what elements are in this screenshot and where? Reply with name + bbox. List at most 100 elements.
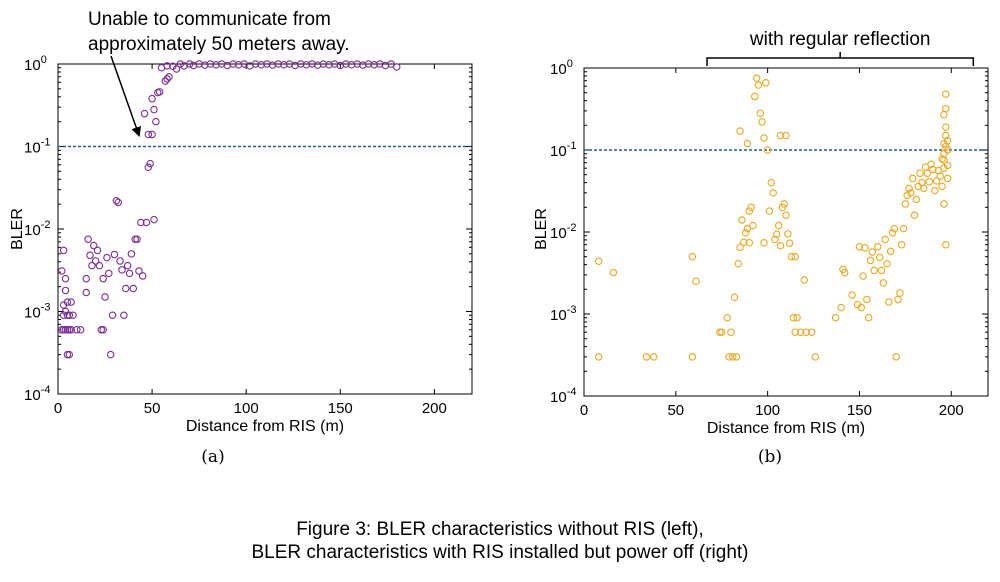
y-tick-label: 100 <box>24 54 47 74</box>
data-point <box>201 61 209 69</box>
data-point <box>65 311 74 320</box>
data-point <box>234 60 243 69</box>
annotation-text: with regular reflection <box>749 29 931 50</box>
data-point <box>740 238 748 246</box>
data-point <box>105 269 113 278</box>
data-point <box>940 156 948 164</box>
data-point <box>942 240 950 249</box>
data-point <box>642 353 651 361</box>
data-point <box>692 277 700 286</box>
data-point <box>176 60 185 68</box>
data-point <box>325 60 333 69</box>
data-point <box>734 260 743 268</box>
data-point <box>93 246 102 255</box>
data-point <box>811 353 820 361</box>
data-point <box>738 216 746 224</box>
data-point <box>251 60 260 68</box>
data-point <box>743 224 752 233</box>
y-tick-label: 10-4 <box>24 384 50 404</box>
data-point <box>751 92 759 101</box>
data-point <box>133 235 141 244</box>
data-point <box>929 165 937 174</box>
data-point <box>756 109 765 118</box>
data-point <box>148 94 156 103</box>
data-point <box>308 60 316 68</box>
data-point <box>886 247 895 256</box>
data-point <box>155 88 164 96</box>
data-point <box>274 60 282 68</box>
data-point <box>123 261 132 270</box>
data-point <box>146 159 154 168</box>
data-point <box>749 221 757 230</box>
data-point <box>120 311 128 320</box>
y-tick-label: 10-2 <box>550 222 576 242</box>
data-point <box>791 252 799 261</box>
data-point <box>342 60 350 68</box>
data-point <box>916 169 924 178</box>
data-point <box>848 291 856 299</box>
x-tick-label: 150 <box>328 400 353 417</box>
data-point <box>861 244 869 252</box>
data-point <box>745 238 754 247</box>
data-point <box>912 195 921 204</box>
data-point <box>782 131 790 140</box>
data-point <box>890 224 899 233</box>
data-point <box>110 250 119 259</box>
data-point <box>910 211 919 220</box>
data-point <box>137 218 145 227</box>
data-point <box>112 197 121 205</box>
data-point <box>780 200 788 208</box>
data-point <box>901 200 910 208</box>
data-point <box>940 200 948 208</box>
x-axis-label: Distance from RIS (m) <box>186 418 344 435</box>
data-point <box>688 353 697 361</box>
data-point <box>319 60 328 68</box>
data-point <box>106 350 115 359</box>
plot-frame <box>57 63 473 395</box>
data-point <box>942 90 950 98</box>
x-tick-label: 50 <box>144 400 161 417</box>
data-point <box>866 256 875 265</box>
data-point <box>800 276 809 284</box>
data-point <box>752 74 761 82</box>
data-point <box>943 161 952 170</box>
data-point <box>114 198 122 207</box>
data-point <box>765 207 774 215</box>
data-point <box>101 293 109 301</box>
data-point <box>870 266 878 275</box>
data-point <box>91 257 100 265</box>
data-point <box>63 298 72 306</box>
data-point <box>743 139 752 148</box>
data-point <box>82 288 90 297</box>
data-point <box>127 250 136 258</box>
data-point <box>82 274 90 283</box>
data-point <box>725 353 733 361</box>
data-point <box>297 60 305 68</box>
data-point <box>728 353 737 361</box>
data-point <box>785 239 794 247</box>
y-tick-label: 100 <box>550 58 573 78</box>
data-point <box>877 266 886 275</box>
data-point <box>807 328 816 336</box>
data-point <box>144 163 153 172</box>
plot-frame <box>583 67 989 397</box>
data-point <box>855 243 864 251</box>
data-point <box>760 238 768 247</box>
data-point <box>940 110 948 119</box>
data-point <box>925 178 933 186</box>
data-point <box>784 230 792 238</box>
data-point <box>857 303 866 312</box>
data-point <box>923 169 932 178</box>
x-tick-label: 200 <box>422 400 447 417</box>
data-point <box>942 142 950 151</box>
data-point <box>359 61 367 69</box>
data-point <box>257 60 265 69</box>
data-point <box>741 228 750 237</box>
data-point <box>392 63 401 71</box>
data-point <box>313 61 322 69</box>
caption-line-2: BLER characteristics with RIS installed … <box>251 542 749 563</box>
data-point <box>148 130 156 139</box>
panel-label: (b) <box>758 447 782 467</box>
data-point <box>280 60 288 69</box>
